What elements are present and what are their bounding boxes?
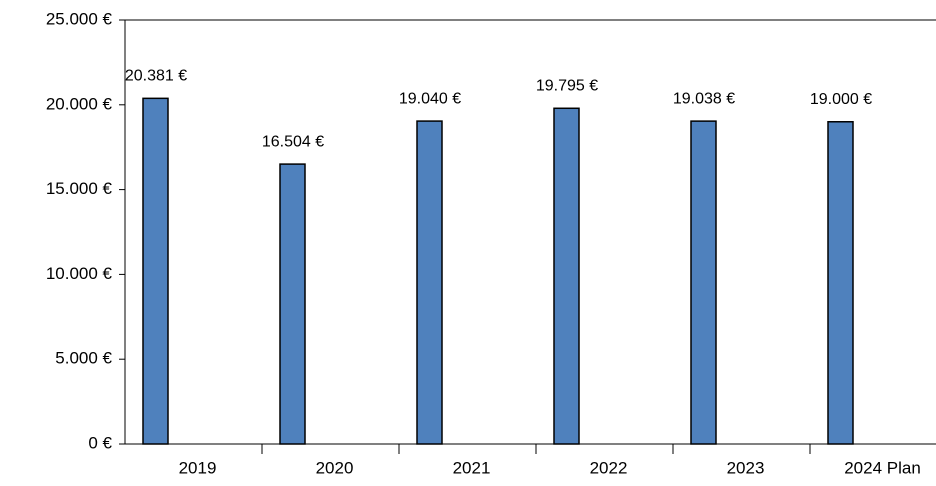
y-tick-label: 20.000 €: [46, 94, 113, 113]
bar: [279, 163, 306, 445]
x-tick-label: 2021: [453, 458, 491, 477]
x-tick-label: 2023: [727, 458, 765, 477]
value-label: 19.795 €: [536, 77, 598, 94]
y-tick-label: 10.000 €: [46, 264, 113, 283]
bar: [553, 107, 580, 445]
value-label: 19.040 €: [399, 90, 461, 107]
x-tick-label: 2022: [590, 458, 628, 477]
y-tick-label: 5.000 €: [55, 349, 112, 368]
value-label: 16.504 €: [262, 133, 324, 150]
x-tick-label: 2019: [179, 458, 217, 477]
y-tick-label: 25.000 €: [46, 9, 113, 28]
y-tick-label: 0 €: [88, 433, 112, 452]
value-label: 19.038 €: [673, 90, 735, 107]
bar: [827, 121, 854, 445]
x-tick-label: 2020: [316, 458, 354, 477]
bar: [142, 97, 169, 445]
value-label: 20.381 €: [125, 68, 187, 85]
y-tick-label: 15.000 €: [46, 179, 113, 198]
x-tick-label: 2024 Plan: [844, 458, 921, 477]
bar: [690, 120, 717, 445]
value-label: 19.000 €: [810, 91, 872, 108]
bar: [416, 120, 443, 445]
